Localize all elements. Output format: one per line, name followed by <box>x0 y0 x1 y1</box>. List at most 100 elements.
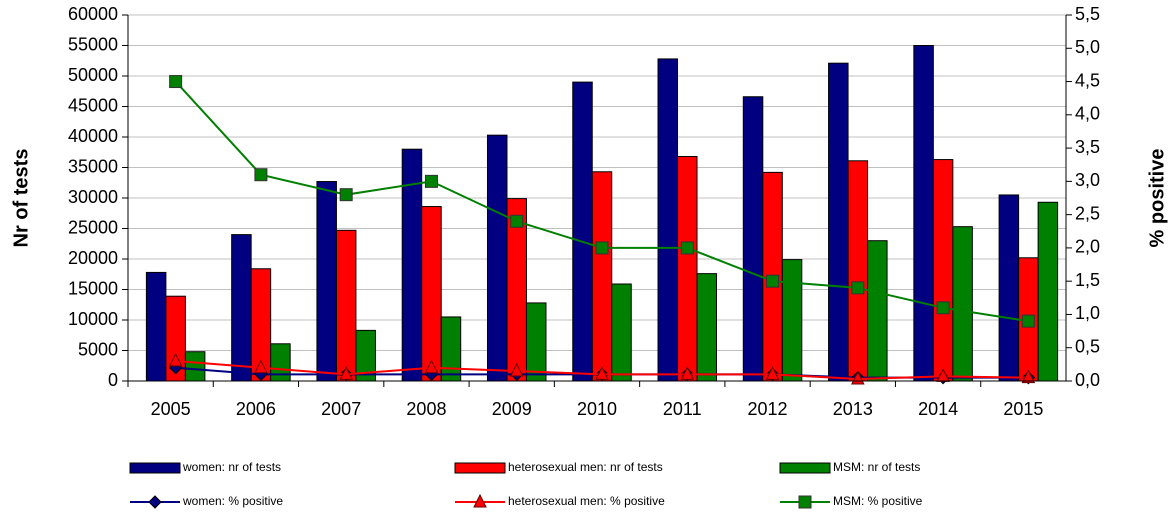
legend-swatch <box>779 462 831 474</box>
bar <box>998 194 1020 382</box>
x-tick-label: 2014 <box>918 399 958 419</box>
bar <box>828 62 849 382</box>
bar <box>781 259 803 382</box>
bar <box>847 160 869 382</box>
marker <box>424 359 439 374</box>
bar <box>867 240 888 382</box>
y-tick-label: 25000 <box>68 217 118 237</box>
bar <box>440 316 462 382</box>
marker <box>169 75 183 89</box>
bar <box>932 159 954 382</box>
marker <box>680 366 695 380</box>
bar <box>572 81 593 382</box>
legend-label: MSM: nr of tests <box>833 460 920 474</box>
bar <box>952 226 973 382</box>
legend-marker <box>798 495 812 509</box>
bar <box>270 343 291 382</box>
y2-tick-label: 2,0 <box>1075 237 1100 257</box>
marker <box>339 188 353 202</box>
legend-item: women: % positive <box>130 494 283 509</box>
legend-label: MSM: % positive <box>833 494 923 508</box>
y-tick-label: 15000 <box>68 278 118 298</box>
bar <box>677 156 698 382</box>
legend-item: heterosexual men: % positive <box>455 493 665 508</box>
marker <box>595 366 609 380</box>
bar <box>145 271 167 382</box>
y-tick-label: 35000 <box>68 156 118 176</box>
x-tick-label: 2007 <box>321 399 361 419</box>
marker <box>1021 314 1035 328</box>
legend-marker <box>473 493 487 508</box>
legend-label: heterosexual men: % positive <box>508 494 665 508</box>
bar <box>316 181 337 382</box>
y2-tick-label: 1,5 <box>1075 270 1100 290</box>
marker <box>595 241 609 255</box>
marker <box>936 301 950 315</box>
y-tick-label: 50000 <box>68 65 118 85</box>
legend-swatch <box>129 462 181 474</box>
x-tick-label: 2011 <box>663 399 702 419</box>
legend-label: women: % positive <box>182 494 283 508</box>
bar <box>184 351 206 382</box>
legend-marker <box>148 495 162 509</box>
bar <box>1037 201 1059 382</box>
bar <box>696 273 718 382</box>
marker <box>680 241 694 255</box>
x-tick-label: 2005 <box>151 399 191 419</box>
bar <box>913 45 934 382</box>
marker <box>254 168 268 182</box>
y2-axis-title: % positive <box>1146 149 1168 248</box>
marker <box>765 366 780 380</box>
marker <box>168 352 183 367</box>
legend-item: heterosexual men: nr of tests <box>454 460 663 474</box>
marker <box>339 366 353 380</box>
x-tick-label: 2008 <box>406 399 446 419</box>
marker <box>851 281 865 295</box>
y2-tick-label: 4,5 <box>1075 70 1100 90</box>
y-tick-label: 45000 <box>68 95 118 115</box>
legend-label: heterosexual men: nr of tests <box>508 460 663 474</box>
y-tick-label: 40000 <box>68 126 118 146</box>
x-tick-label: 2012 <box>748 399 788 419</box>
y2-tick-label: 3,0 <box>1075 170 1100 190</box>
bar <box>335 229 357 382</box>
bar <box>742 96 764 382</box>
legend-swatch <box>454 462 506 474</box>
marker <box>766 274 780 288</box>
bar <box>657 58 679 382</box>
y-tick-label: 20000 <box>68 248 118 268</box>
x-tick-label: 2015 <box>1003 399 1043 419</box>
y2-tick-label: 5,0 <box>1075 37 1100 57</box>
marker <box>424 174 438 188</box>
y2-tick-label: 2,5 <box>1075 203 1100 223</box>
bar <box>421 206 442 382</box>
y-tick-label: 30000 <box>68 187 118 207</box>
legend-item: MSM: % positive <box>780 494 923 509</box>
legend-item: MSM: nr of tests <box>779 460 920 474</box>
legend-item: women: nr of tests <box>129 460 281 474</box>
y-tick-label: 55000 <box>68 34 118 54</box>
bar <box>486 134 508 382</box>
y2-tick-label: 5,5 <box>1075 4 1100 24</box>
y2-tick-label: 0,5 <box>1075 336 1100 356</box>
bar <box>525 302 547 382</box>
y2-tick-label: 4,0 <box>1075 104 1100 124</box>
bar <box>231 234 252 382</box>
y-tick-label: 10000 <box>68 309 118 329</box>
y2-tick-label: 1,0 <box>1075 303 1100 323</box>
x-tick-label: 2009 <box>492 399 532 419</box>
marker <box>1021 369 1036 384</box>
legend-label: women: nr of tests <box>182 460 281 474</box>
x-tick-label: 2013 <box>833 399 873 419</box>
x-tick-label: 2006 <box>236 399 276 419</box>
marker <box>509 362 524 377</box>
marker <box>510 214 524 228</box>
bar <box>611 283 632 382</box>
marker <box>254 359 268 374</box>
x-tick-label: 2010 <box>577 399 617 419</box>
y-tick-label: 0 <box>108 370 118 390</box>
y2-tick-label: 3,5 <box>1075 137 1100 157</box>
y-tick-label: 5000 <box>78 339 118 359</box>
